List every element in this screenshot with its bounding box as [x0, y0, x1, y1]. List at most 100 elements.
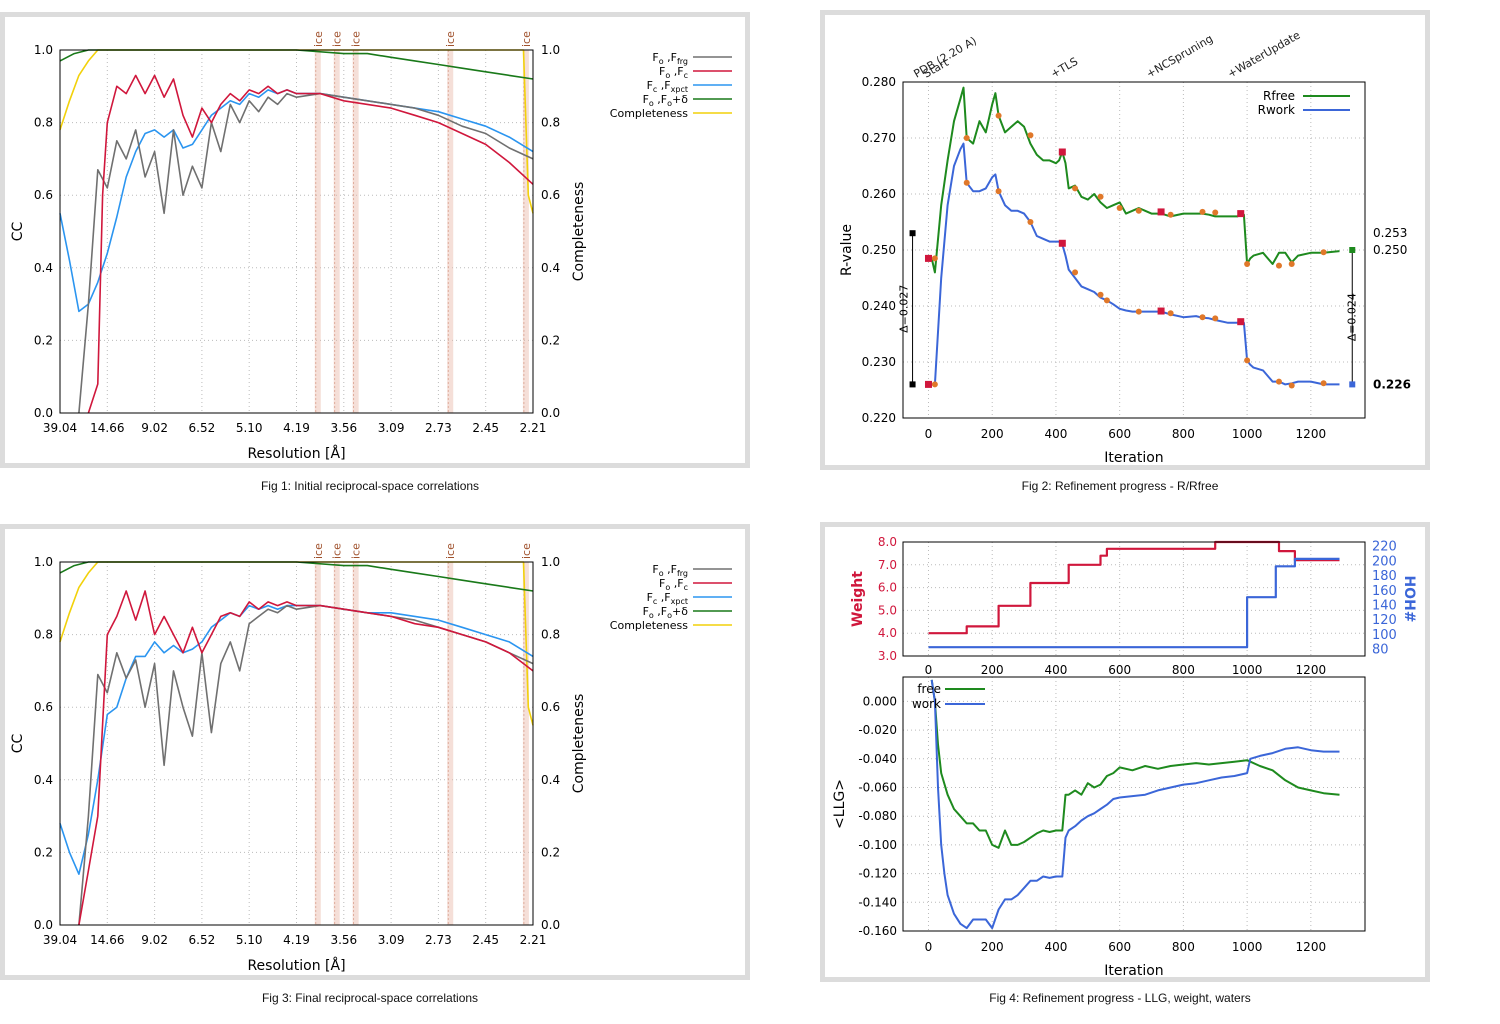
fig4-caption: Fig 4: Refinement progress - LLG, weight…: [989, 991, 1251, 1005]
fig1-y2label: Completeness: [571, 182, 587, 282]
fig2-red-marker: [924, 254, 932, 262]
fig4-bot-xtick-label: 200: [981, 940, 1004, 954]
fig4-bot-ytick-label: -0.160: [858, 924, 897, 938]
fig3-xtick-label: 5.10: [236, 933, 263, 947]
fig2-orange-marker: [963, 179, 970, 186]
fig3-ice-band: [522, 562, 529, 925]
fig1-xtick-label: 4.19: [283, 421, 310, 435]
fig2-orange-marker: [1275, 378, 1282, 385]
fig2-red-marker: [924, 380, 932, 388]
fig4-legend-label: free: [917, 682, 941, 696]
fig2-xtick-label: 1200: [1296, 427, 1327, 441]
fig3-legend-label: Fc ,Fxpct: [647, 591, 688, 606]
fig2-caption: Fig 2: Refinement progress - R/Rfree: [1021, 479, 1219, 493]
fig1-ylabel: CC: [10, 222, 26, 242]
fig1-panel: 39.04 14.66 9.02 6.52 5.10 4.19 3.56 3.09 2.73 2.…: [0, 12, 750, 468]
fig2-legend-label: Rwork: [1258, 103, 1295, 117]
fig3-xlabel: Resolution [Å]: [247, 957, 345, 974]
fig3-ice-band: [447, 562, 454, 925]
fig4-free-line: [930, 679, 1340, 849]
fig2-chart: 0 200 400 600 800 1000 1200 0.220 0.230 0.240 0.25…: [839, 28, 1411, 465]
fig3-plot-frame: [59, 561, 534, 926]
fig2-ytick-label: 0.220: [862, 411, 896, 425]
fig4-top-xtick-label: 200: [981, 663, 1004, 677]
fig2-red-marker: [1237, 210, 1245, 218]
fig4-top-xtick-label: 0: [925, 663, 933, 677]
fig4-bot-ylabel: <LLG>: [832, 779, 848, 829]
fig2-xtick-label: 400: [1044, 427, 1067, 441]
fig1-xlabel: Resolution [Å]: [247, 445, 345, 462]
fig1-xtick-label: 14.66: [90, 421, 124, 435]
fig2-delta-right-label: Δ=0.024: [1345, 293, 1358, 341]
fig1-ytick-label: 1.0: [34, 43, 53, 57]
fig3-xtick-label: 6.52: [189, 933, 216, 947]
fig3-xtick-label: 2.21: [520, 933, 547, 947]
fig4-xlabel: Iteration: [1104, 963, 1163, 977]
fig2-orange-marker: [1167, 310, 1174, 317]
fig1-xtick-label: 39.04: [43, 421, 77, 435]
fig3-ice-label: ice: [520, 543, 533, 559]
fig1-ytick-label: 0.2: [34, 333, 53, 347]
fig1-ytick-label: 0.4: [34, 261, 53, 275]
fig3-y2label: Completeness: [571, 694, 587, 794]
fig4-top-ytick-label: 7.0: [878, 558, 897, 572]
fig1-y2tick-label: 0.8: [541, 116, 560, 130]
fig1-ice-band: [333, 50, 340, 413]
fig2-orange-marker: [1275, 262, 1282, 269]
fig2-red-marker: [1058, 148, 1066, 156]
fig2-red-marker: [1157, 208, 1165, 216]
fig2-orange-marker: [1244, 261, 1251, 267]
fig3-caption: Fig 3: Final reciprocal-space correlatio…: [261, 991, 479, 1005]
fig4-bot-ytick-label: -0.080: [858, 809, 897, 823]
fig3-legend-label: Fo ,Ffrg: [652, 563, 688, 578]
fig2-top-label: +NCSpruning: [1144, 32, 1215, 81]
fig4-top-ytick-label: 5.0: [878, 603, 897, 617]
fig2-orange-marker: [931, 381, 938, 388]
fig4-top-ytick-label: 4.0: [878, 626, 897, 640]
fig2-delta-right-bottom: [1349, 381, 1356, 388]
fig2-legend-label: Rfree: [1263, 89, 1295, 103]
fig4-bot-xtick-label: 0: [925, 940, 933, 954]
fig2-xtick-label: 0: [925, 427, 933, 441]
fig2-xlabel: Iteration: [1104, 450, 1163, 465]
fig2-orange-marker: [1288, 261, 1295, 267]
fig3-y2tick-label: 0.6: [541, 700, 560, 714]
fig3-ice-label: ice: [350, 543, 363, 559]
fig1-ice-band: [447, 50, 454, 413]
fig3-ytick-label: 0.8: [34, 628, 53, 642]
fig2-orange-marker: [963, 135, 970, 141]
fig2-plot-frame: [902, 81, 1366, 419]
fig4-top-xtick-label: 800: [1172, 663, 1195, 677]
fig4-top-y2tick-label: 160: [1372, 584, 1397, 599]
fig3-ice-band: [314, 562, 321, 925]
fig3-ice-label: ice: [312, 543, 325, 559]
fig1-xtick-label: 6.52: [189, 421, 216, 435]
fig4-bot-ytick-label: 0.000: [863, 694, 897, 708]
fig3-xtick-label: 2.45: [472, 933, 499, 947]
fig3-chart: 39.04 14.66 9.02 6.52 5.10 4.19 3.56 3.09 2.73 2.…: [10, 543, 732, 974]
fig1-xtick-label: 3.56: [330, 421, 357, 435]
fig1-y2tick-label: 0.6: [541, 188, 560, 202]
fig4-weight-line: [928, 540, 1340, 635]
fig4-bot-xtick-label: 800: [1172, 940, 1195, 954]
fig3-xtick-label: 2.73: [425, 933, 452, 947]
fig2-orange-marker: [1320, 249, 1327, 256]
fig3-legend-label: Completeness: [610, 619, 688, 632]
fig2-orange-marker: [1116, 205, 1123, 211]
fig1-xtick-label: 2.73: [425, 421, 452, 435]
fig2-ytick-label: 0.230: [862, 355, 896, 369]
fig3-ylabel: CC: [10, 734, 26, 754]
fig3-xtick-label: 14.66: [90, 933, 124, 947]
fig2-ytick-label: 0.250: [862, 243, 896, 257]
fig2-orange-marker: [1072, 269, 1079, 276]
fig4-top-y2tick-label: 200: [1372, 554, 1397, 569]
fig1-xtick-label: 3.09: [378, 421, 405, 435]
fig1-ice-label: ice: [350, 31, 363, 47]
fig2-orange-marker: [1212, 209, 1219, 216]
fig2-orange-marker: [1027, 219, 1034, 225]
fig3-ytick-label: 0.0: [34, 918, 53, 932]
fig2-orange-marker: [1097, 291, 1104, 298]
fig2-orange-marker: [1072, 185, 1079, 192]
fig2-rfree-line: [928, 86, 1340, 274]
fig4-work-line: [930, 679, 1340, 930]
